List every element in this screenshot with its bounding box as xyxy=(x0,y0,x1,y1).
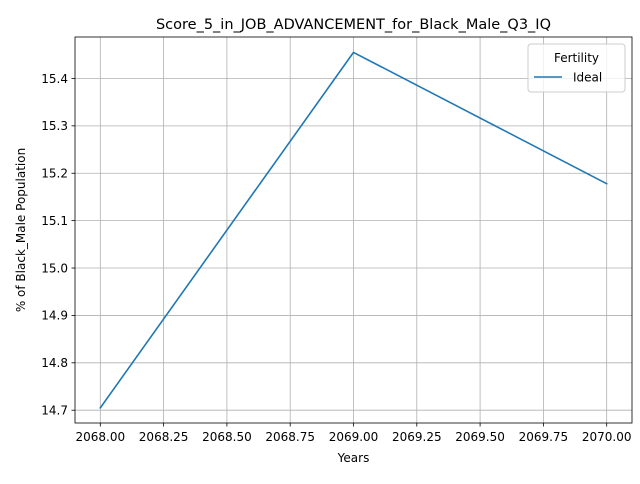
x-tick-label: 2069.50 xyxy=(455,430,505,444)
y-tick-label: 14.9 xyxy=(41,309,68,323)
x-tick-label: 2068.50 xyxy=(202,430,252,444)
x-tick-label: 2068.25 xyxy=(139,430,189,444)
series-lines xyxy=(99,51,608,409)
legend-label: Ideal xyxy=(573,70,602,84)
y-tick-label: 14.8 xyxy=(41,356,68,370)
x-axis-label: Years xyxy=(337,451,370,465)
series-line xyxy=(99,51,608,409)
x-tick-label: 2069.75 xyxy=(519,430,569,444)
y-tick-label: 15.1 xyxy=(41,214,68,228)
y-tick-label: 15.0 xyxy=(41,261,68,275)
x-tick-label: 2069.25 xyxy=(392,430,442,444)
y-tick-label: 15.2 xyxy=(41,167,68,181)
y-axis: 14.7 14.8 14.9 15.0 15.1 15.2 15.3 15.4 xyxy=(41,72,75,418)
y-tick-label: 15.3 xyxy=(41,119,68,133)
x-tick-label: 2068.75 xyxy=(265,430,315,444)
legend-box xyxy=(527,43,626,93)
y-axis-label: % of Black_Male Population xyxy=(14,148,28,312)
grid-lines xyxy=(75,37,632,423)
x-axis: 2068.00 2068.25 2068.50 2068.75 2069.00 2069.… xyxy=(76,423,632,444)
chart-title: Score_5_in_JOB_ADVANCEMENT_for_Black_Mal… xyxy=(156,17,551,33)
y-tick-label: 15.4 xyxy=(41,72,68,86)
x-tick-label: 2068.00 xyxy=(76,430,126,444)
y-tick-label: 14.7 xyxy=(41,404,68,418)
legend-title: Fertility xyxy=(554,51,599,65)
x-tick-label: 2069.00 xyxy=(329,430,379,444)
legend-entries: Ideal xyxy=(534,70,602,84)
legend: Fertility Ideal xyxy=(527,43,626,93)
x-tick-label: 2070.00 xyxy=(582,430,632,444)
